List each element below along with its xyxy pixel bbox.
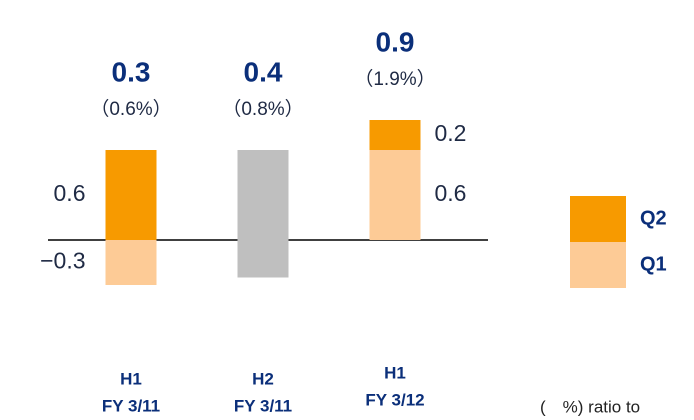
segment-label: 0.2 — [435, 120, 467, 146]
total-label: 0.3 — [112, 56, 151, 87]
bar-segment — [369, 120, 421, 150]
total-label: 0.4 — [244, 56, 283, 87]
segment-label: −0.3 — [40, 248, 85, 274]
legend-label: Q1 — [640, 253, 667, 275]
bar-segment — [105, 240, 157, 285]
legend-swatch — [570, 242, 626, 288]
ratio-label: （0.6%） — [90, 98, 171, 120]
legend-swatch — [570, 196, 626, 242]
total-label: 0.9 — [376, 26, 415, 57]
legend-label: Q2 — [640, 207, 667, 229]
x-tick-label: H1 — [384, 363, 406, 382]
bar-segment — [369, 150, 421, 240]
x-tick-label: FY 3/11 — [234, 396, 292, 415]
segment-label: 0.6 — [54, 180, 86, 206]
x-tick-label: FY 3/11 — [102, 396, 160, 415]
bar-segment — [237, 240, 289, 278]
bar-segment — [105, 150, 157, 240]
ratio-label: （0.8%） — [222, 98, 303, 120]
bar-segment — [237, 150, 289, 240]
x-tick-label: FY 3/12 — [365, 390, 424, 409]
footnote: ( %) ratio to — [540, 397, 640, 416]
segment-label: 0.6 — [435, 180, 467, 206]
x-tick-label: H1 — [120, 369, 142, 388]
x-tick-label: H2 — [252, 369, 274, 388]
ratio-label: （1.9%） — [354, 68, 435, 90]
